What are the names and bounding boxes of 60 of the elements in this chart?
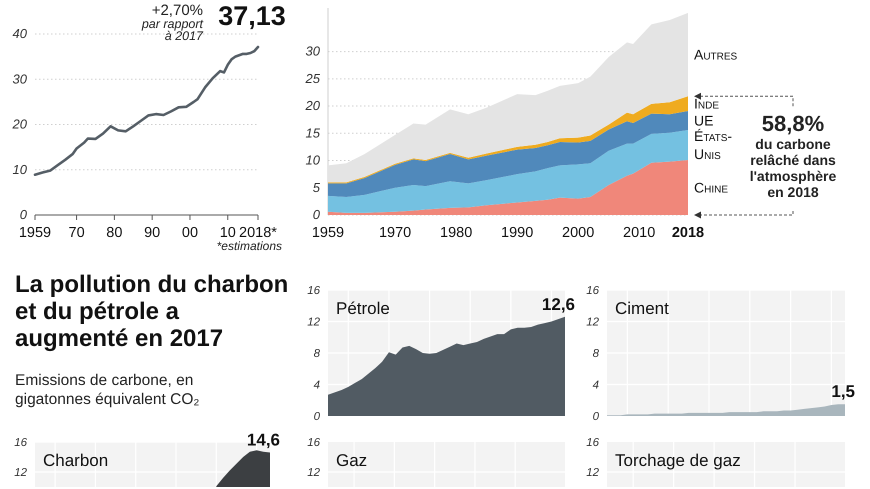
text: du carbone relâché dans l'atmosphère en 2018: [750, 136, 836, 200]
series-label: Autres: [694, 46, 738, 63]
y-tick-label: 10: [12, 162, 28, 177]
y-tick-label: 0: [314, 411, 321, 423]
y-tick-label: 25: [304, 70, 321, 86]
x-tick-label: 2010: [623, 225, 656, 241]
y-tick-label: 12: [307, 316, 321, 328]
y-tick-label: 0: [312, 207, 321, 222]
annotation: 37,13: [218, 0, 286, 31]
y-tick-label: 16: [307, 285, 321, 297]
series-label: États-Unis: [694, 128, 732, 162]
x-tick-label: 2018*: [239, 225, 278, 241]
y-tick-label: 0: [592, 411, 600, 423]
text: Pétrole: [336, 299, 390, 318]
data-label: 14,6: [246, 430, 280, 450]
y-tick-label: 12: [586, 316, 600, 328]
y-tick-label: 15: [306, 125, 321, 140]
y-tick-label: 20: [12, 116, 28, 132]
y-tick-label: 40: [12, 26, 28, 41]
x-tick-label: 1980: [440, 225, 472, 241]
text: Ciment: [615, 299, 670, 318]
x-tick-label: 90: [144, 225, 160, 241]
text: +2,70%: [152, 2, 203, 19]
y-tick-label: 30: [12, 71, 28, 86]
y-tick-label: 30: [306, 44, 321, 59]
text: *estimations: [216, 239, 282, 253]
x-tick-label: 1970: [378, 225, 412, 241]
series-label: Chine: [694, 179, 728, 196]
y-tick-label: 0: [20, 207, 28, 222]
text: 58,8%: [762, 111, 824, 136]
y-tick-label: 16: [586, 285, 600, 297]
x-tick-label: 2018: [672, 225, 704, 241]
x-tick-label: 10: [220, 225, 236, 241]
x-tick-label: 1990: [501, 225, 534, 241]
y-tick-label: 20: [304, 98, 321, 114]
y-tick-label: 8: [314, 348, 321, 360]
x-tick-label: 1959: [18, 225, 52, 241]
x-tick-label: 1959: [312, 225, 344, 241]
x-tick-label: 00: [182, 225, 198, 241]
series-label: Inde: [694, 96, 720, 112]
data-label: 1,5: [831, 382, 855, 402]
y-tick-label: 5: [312, 180, 321, 195]
y-tick-label: 4: [592, 380, 599, 392]
x-tick-label: 2000: [562, 225, 594, 241]
text: Torchage de gaz: [615, 451, 741, 470]
series-label: UE: [694, 112, 714, 128]
text: La pollution du charbon et du pétrole a augmenté en 2017: [15, 271, 288, 352]
text: Charbon: [43, 451, 108, 470]
x-tick-label: 80: [106, 225, 122, 241]
text: Emissions de carbone, en gigatonnes équivalent CO₂: [15, 372, 200, 408]
x-tick-label: 70: [68, 225, 85, 241]
y-tick-label: 4: [314, 380, 320, 392]
line-series: [34, 46, 260, 176]
y-tick-label: 8: [592, 348, 600, 360]
data-label: 12,6: [542, 294, 575, 314]
y-tick-label: 12: [14, 467, 28, 479]
annotation: par rapport à 2017: [140, 17, 204, 43]
y-tick-label: 16: [14, 437, 28, 449]
text: Gaz: [336, 451, 368, 470]
y-tick-label: 10: [306, 152, 321, 168]
